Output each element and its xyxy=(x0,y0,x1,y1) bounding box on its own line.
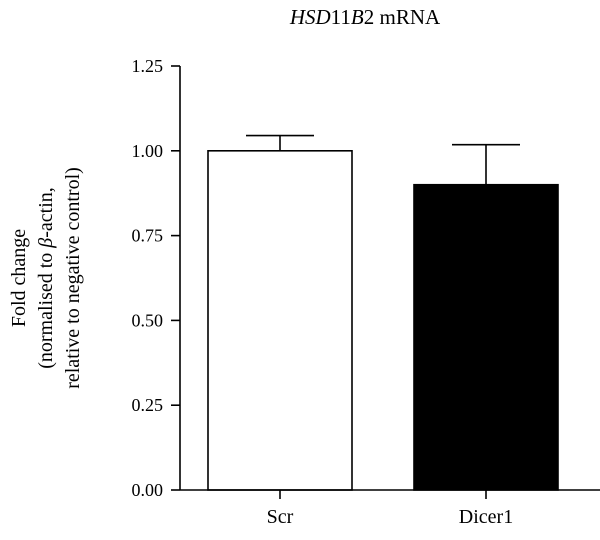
x-tick-label: Scr xyxy=(267,506,294,528)
bar xyxy=(207,150,353,491)
y-axis-label-group: Fold change (normalised to β-actin, relati… xyxy=(8,167,84,389)
y-axis-label-line: Fold change xyxy=(8,229,30,327)
y-tick-label: 1.25 xyxy=(132,56,164,76)
y-axis-group: 0.00 0.25 0.50 0.75 1.00 1.25 xyxy=(132,56,181,500)
y-tick-label: 0.25 xyxy=(132,395,164,415)
x-axis-group: Scr Dicer1 xyxy=(180,489,600,528)
y-axis-label-part: (normalised to xyxy=(35,248,57,369)
y-axis-label-part: relative to negative control) xyxy=(62,167,84,389)
x-tick-label: Dicer1 xyxy=(459,506,513,528)
chart-title-part: 11 xyxy=(331,5,351,29)
y-axis-label-part: -actin, xyxy=(35,187,57,238)
y-tick-label: 0.00 xyxy=(132,480,164,500)
y-axis-label-line: relative to negative control) xyxy=(62,167,84,389)
y-tick-label: 0.75 xyxy=(132,226,164,246)
chart-title: HSD11B2 mRNA xyxy=(289,5,441,29)
y-tick-label: 1.00 xyxy=(132,141,164,161)
y-axis-label-part: β xyxy=(35,238,57,249)
y-axis-label-line: (normalised to β-actin, xyxy=(35,187,57,369)
y-tick-label: 0.50 xyxy=(132,310,164,330)
chart-title-part: HSD xyxy=(289,5,331,29)
y-axis-label-part: Fold change xyxy=(8,229,30,327)
error-bars-group xyxy=(246,134,520,185)
chart-title-group: HSD11B2 mRNA xyxy=(289,5,441,29)
chart-title-part: 2 mRNA xyxy=(364,5,441,29)
chart-title-part: B xyxy=(351,5,364,29)
bars-group xyxy=(207,150,559,491)
bar xyxy=(413,183,559,491)
